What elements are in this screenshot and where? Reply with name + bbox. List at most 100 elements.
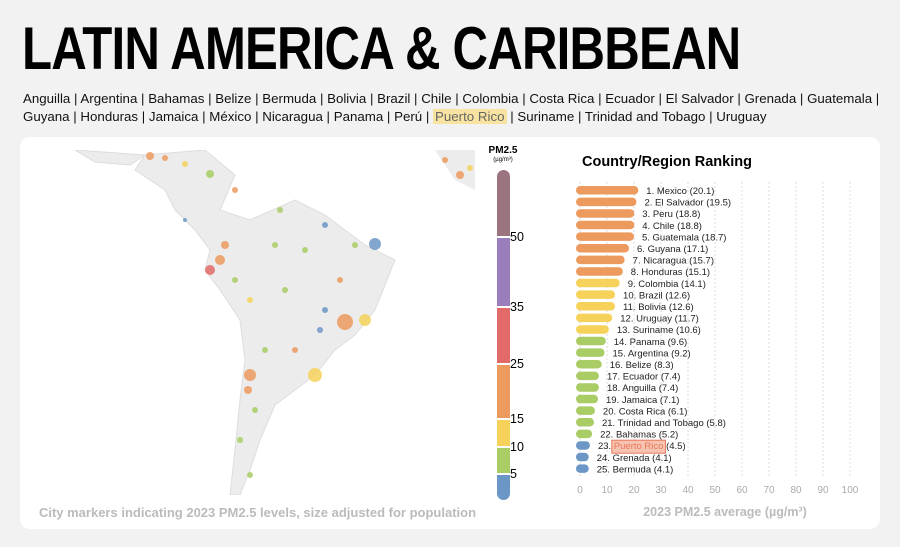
bar-uruguay[interactable] bbox=[576, 313, 613, 323]
city-marker[interactable] bbox=[182, 161, 188, 167]
country-link[interactable]: Honduras bbox=[80, 109, 139, 124]
bar-suriname[interactable] bbox=[576, 325, 609, 334]
country-link[interactable]: Panama bbox=[333, 109, 384, 124]
city-marker[interactable] bbox=[215, 255, 225, 265]
country-link[interactable]: Uruguay bbox=[716, 109, 767, 124]
bar-costa-rica[interactable] bbox=[576, 406, 595, 415]
bar-peru[interactable] bbox=[576, 209, 635, 218]
separator: | bbox=[410, 91, 422, 106]
city-marker[interactable] bbox=[262, 347, 268, 353]
bar-bahamas[interactable] bbox=[576, 429, 593, 439]
country-link[interactable]: México bbox=[209, 109, 252, 124]
city-marker[interactable] bbox=[221, 241, 229, 249]
city-marker[interactable] bbox=[317, 327, 323, 333]
map bbox=[74, 150, 475, 495]
country-link[interactable]: Argentina bbox=[80, 91, 138, 106]
country-link[interactable]: Bolivia bbox=[327, 91, 367, 106]
bar-label: 24. Grenada (4.1) bbox=[597, 453, 672, 464]
bar-label: 9. Colombia (14.1) bbox=[628, 279, 706, 290]
city-marker[interactable] bbox=[352, 242, 358, 248]
country-link[interactable]: Brazil bbox=[377, 91, 411, 106]
bar-el-salvador[interactable] bbox=[576, 197, 637, 207]
country-link[interactable]: Perú bbox=[394, 109, 423, 124]
bar-grenada[interactable] bbox=[576, 452, 589, 462]
city-marker[interactable] bbox=[456, 171, 464, 179]
country-link[interactable]: Nicaragua bbox=[262, 109, 323, 124]
city-marker[interactable] bbox=[292, 347, 298, 353]
country-link[interactable]: Bermuda bbox=[262, 91, 317, 106]
bar-label: 20. Costa Rica (6.1) bbox=[603, 406, 688, 417]
city-marker[interactable] bbox=[237, 437, 243, 443]
country-link[interactable]: Puerto Rico bbox=[433, 109, 507, 124]
bar-label: 6. Guyana (17.1) bbox=[637, 244, 708, 255]
country-link[interactable]: Trinidad and Tobago bbox=[584, 109, 706, 124]
country-link[interactable]: Jamaica bbox=[148, 109, 199, 124]
bar-colombia[interactable] bbox=[576, 278, 620, 288]
city-marker[interactable] bbox=[205, 265, 215, 275]
city-marker[interactable] bbox=[282, 287, 288, 293]
country-link[interactable]: Bahamas bbox=[148, 91, 205, 106]
country-link[interactable]: Suriname bbox=[517, 109, 575, 124]
country-name: Bolivia bbox=[638, 302, 667, 313]
bar-chile[interactable] bbox=[576, 220, 635, 230]
city-marker[interactable] bbox=[247, 472, 253, 478]
city-marker[interactable] bbox=[232, 277, 238, 283]
bar-panama[interactable] bbox=[576, 336, 606, 346]
bar-guyana[interactable] bbox=[576, 244, 630, 253]
bar-argentina[interactable] bbox=[576, 348, 605, 357]
country-link[interactable]: Guatemala bbox=[807, 91, 873, 106]
city-marker[interactable] bbox=[337, 277, 343, 283]
country-name: Guyana bbox=[648, 244, 682, 255]
country-link[interactable]: Guyana bbox=[23, 109, 70, 124]
legend-segment bbox=[497, 170, 510, 236]
city-marker[interactable] bbox=[206, 170, 214, 178]
city-marker[interactable] bbox=[369, 238, 381, 250]
bar-brazil[interactable] bbox=[576, 290, 616, 299]
bar-label: 23. Puerto Rico (4.5) bbox=[598, 441, 686, 452]
city-marker[interactable] bbox=[252, 407, 258, 413]
bar-belize[interactable] bbox=[576, 360, 602, 369]
bar-trinidad-and-tobago[interactable] bbox=[576, 418, 594, 427]
bar-bolivia[interactable] bbox=[576, 302, 616, 311]
city-marker[interactable] bbox=[162, 155, 168, 161]
city-marker[interactable] bbox=[183, 218, 187, 222]
city-marker[interactable] bbox=[322, 307, 328, 313]
country-link[interactable]: Costa Rica bbox=[529, 91, 595, 106]
country-link[interactable]: Anguilla bbox=[23, 91, 71, 106]
city-marker[interactable] bbox=[322, 222, 328, 228]
bar-jamaica[interactable] bbox=[576, 394, 599, 404]
city-marker[interactable] bbox=[442, 157, 448, 163]
city-marker[interactable] bbox=[247, 297, 253, 303]
city-marker[interactable] bbox=[277, 207, 283, 213]
country-link[interactable]: Chile bbox=[421, 91, 452, 106]
country-link[interactable]: Grenada bbox=[744, 91, 797, 106]
city-marker[interactable] bbox=[244, 386, 252, 394]
page-title: LATIN AMERICA & CARIBBEAN bbox=[22, 15, 741, 82]
city-marker[interactable] bbox=[337, 314, 353, 330]
country-link[interactable]: Colombia bbox=[462, 91, 519, 106]
country-list: Anguilla | Argentina | Bahamas | Belize … bbox=[23, 90, 893, 126]
bar-nicaragua[interactable] bbox=[576, 255, 625, 265]
city-marker[interactable] bbox=[272, 242, 278, 248]
bar-ecuador[interactable] bbox=[576, 371, 599, 381]
bar-mexico[interactable] bbox=[576, 186, 639, 195]
country-link[interactable]: Belize bbox=[215, 91, 252, 106]
bar-bermuda[interactable] bbox=[576, 464, 589, 473]
legend-title: PM2.5 bbox=[488, 145, 518, 156]
bar-guatemala[interactable] bbox=[576, 232, 634, 241]
city-marker[interactable] bbox=[308, 368, 322, 382]
bar-honduras[interactable] bbox=[576, 267, 623, 276]
city-marker[interactable] bbox=[232, 187, 238, 193]
legend-segment bbox=[497, 308, 510, 363]
bar-puerto-rico[interactable] bbox=[576, 441, 590, 450]
city-marker[interactable] bbox=[467, 165, 473, 171]
bar-anguilla[interactable] bbox=[576, 383, 599, 392]
city-marker[interactable] bbox=[146, 152, 154, 160]
country-name: Jamaica bbox=[622, 395, 658, 406]
city-marker[interactable] bbox=[302, 247, 308, 253]
city-marker[interactable] bbox=[244, 369, 256, 381]
country-link[interactable]: Ecuador bbox=[605, 91, 655, 106]
country-link[interactable]: El Salvador bbox=[665, 91, 734, 106]
city-marker[interactable] bbox=[359, 314, 371, 326]
country-name: Belize bbox=[626, 360, 652, 371]
